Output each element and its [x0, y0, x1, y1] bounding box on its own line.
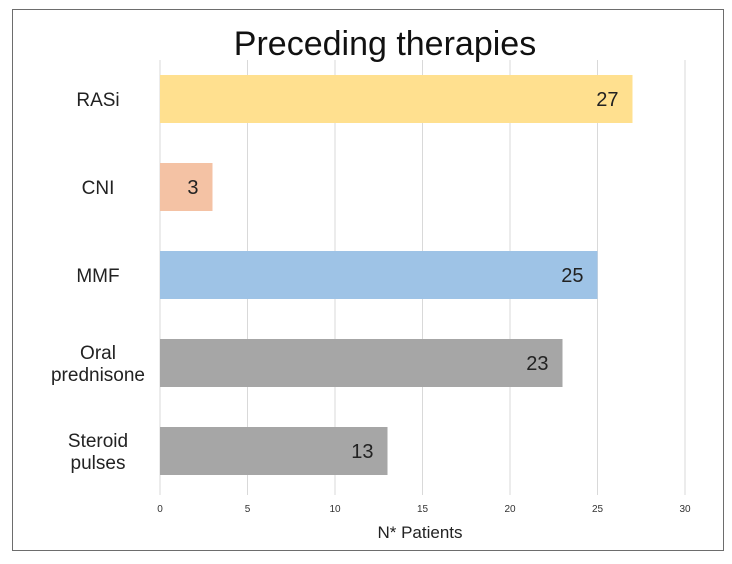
category-label-line: pulses: [71, 453, 126, 474]
data-label: 3: [187, 177, 198, 199]
data-label: 25: [561, 265, 583, 287]
category-label-line: RASi: [76, 90, 119, 111]
data-label: 27: [596, 89, 618, 111]
x-tick-label: 15: [417, 504, 429, 515]
category-label-line: prednisone: [51, 365, 145, 386]
category-label-line: CNI: [82, 178, 115, 199]
category-label: CNI: [82, 178, 115, 199]
bar-3: [160, 339, 563, 387]
bar-1: [160, 163, 213, 211]
x-tick-label: 5: [245, 504, 251, 515]
x-axis-title: N* Patients: [377, 523, 462, 542]
bar-0: [160, 75, 633, 123]
bar-2: [160, 251, 598, 299]
category-label-line: Steroid: [68, 431, 128, 452]
x-tick-label: 0: [157, 504, 163, 515]
chart-title: Preceding therapies: [234, 25, 536, 63]
x-tick-label: 25: [592, 504, 604, 515]
data-label: 13: [351, 441, 373, 463]
x-tick-label: 20: [504, 504, 516, 515]
category-label: Oral prednisone: [51, 343, 145, 386]
x-tick-label: 30: [679, 504, 691, 515]
bar-4: [160, 427, 388, 475]
category-label-line: Oral: [80, 343, 116, 364]
category-label: RASi: [76, 90, 119, 111]
data-label: 23: [526, 353, 548, 375]
category-label-line: MMF: [76, 266, 119, 287]
x-tick-label: 10: [329, 504, 341, 515]
category-label: MMF: [76, 266, 119, 287]
category-label: Steroid pulses: [68, 431, 128, 474]
